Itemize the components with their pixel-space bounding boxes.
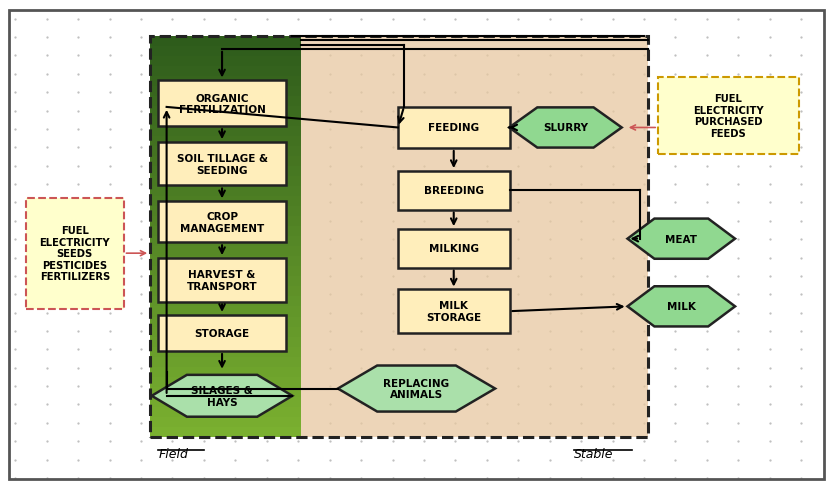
Polygon shape <box>152 375 292 417</box>
Text: MILKING: MILKING <box>429 244 479 254</box>
Bar <box>150 46 301 57</box>
Bar <box>150 66 301 77</box>
Bar <box>150 157 301 167</box>
Polygon shape <box>627 219 735 259</box>
Bar <box>150 77 301 86</box>
Bar <box>150 327 301 337</box>
Bar <box>150 367 301 377</box>
Bar <box>301 37 648 437</box>
Bar <box>658 78 799 155</box>
Text: BREEDING: BREEDING <box>424 186 484 196</box>
Bar <box>150 347 301 357</box>
Bar <box>150 86 301 97</box>
Bar <box>150 357 301 367</box>
Text: FEEDING: FEEDING <box>428 123 479 133</box>
Bar <box>150 177 301 187</box>
Polygon shape <box>509 108 621 148</box>
Bar <box>150 197 301 207</box>
Bar <box>158 315 287 351</box>
Bar <box>150 237 301 247</box>
Text: FUEL
ELECTRICITY
SEEDS
PESTICIDES
FERTILIZERS: FUEL ELECTRICITY SEEDS PESTICIDES FERTIL… <box>39 225 110 282</box>
Bar <box>150 407 301 417</box>
Text: SLURRY: SLURRY <box>543 123 588 133</box>
Bar <box>150 187 301 197</box>
Bar <box>150 127 301 137</box>
Text: CROP
MANAGEMENT: CROP MANAGEMENT <box>180 211 264 233</box>
Bar <box>158 259 287 302</box>
Bar <box>150 317 301 327</box>
Bar <box>150 147 301 157</box>
Bar <box>150 307 301 317</box>
Bar <box>150 417 301 427</box>
Bar <box>150 337 301 347</box>
Bar <box>150 227 301 237</box>
Polygon shape <box>338 366 495 412</box>
Bar <box>150 247 301 257</box>
Bar <box>150 267 301 277</box>
Text: MILK: MILK <box>667 302 696 312</box>
Bar <box>158 202 287 243</box>
Bar <box>398 108 510 149</box>
Bar <box>150 137 301 147</box>
Text: SOIL TILLAGE &
SEEDING: SOIL TILLAGE & SEEDING <box>177 154 267 175</box>
Bar <box>150 37 301 46</box>
Bar <box>150 387 301 397</box>
Bar <box>150 277 301 287</box>
Bar <box>150 397 301 407</box>
Bar <box>150 257 301 267</box>
Text: ORGANIC
FERTILIZATION: ORGANIC FERTILIZATION <box>178 93 266 115</box>
Bar <box>150 297 301 307</box>
Bar <box>150 167 301 177</box>
Bar <box>150 287 301 297</box>
Text: SILAGES &
HAYS: SILAGES & HAYS <box>192 385 253 407</box>
Text: HARVEST &
TRANSPORT: HARVEST & TRANSPORT <box>187 269 257 291</box>
Bar <box>150 427 301 437</box>
Text: MILK
STORAGE: MILK STORAGE <box>426 301 481 322</box>
Bar <box>398 290 510 333</box>
Text: FUEL
ELECTRICITY
PURCHASED
FEEDS: FUEL ELECTRICITY PURCHASED FEEDS <box>693 94 764 139</box>
Bar <box>150 97 301 106</box>
Bar <box>150 217 301 227</box>
Bar <box>26 198 123 309</box>
Text: Field: Field <box>158 447 188 460</box>
Bar <box>150 57 301 66</box>
Text: REPLACING
ANIMALS: REPLACING ANIMALS <box>383 378 450 400</box>
Bar <box>150 117 301 127</box>
Bar <box>398 172 510 210</box>
Polygon shape <box>627 286 735 327</box>
Bar <box>150 37 648 437</box>
Bar <box>150 106 301 117</box>
Bar <box>150 207 301 217</box>
Text: MEAT: MEAT <box>666 234 697 244</box>
Text: Stable: Stable <box>574 447 613 460</box>
Bar <box>158 81 287 127</box>
Bar <box>158 142 287 186</box>
Text: STORAGE: STORAGE <box>194 328 250 338</box>
Bar <box>150 377 301 387</box>
Bar <box>398 229 510 268</box>
